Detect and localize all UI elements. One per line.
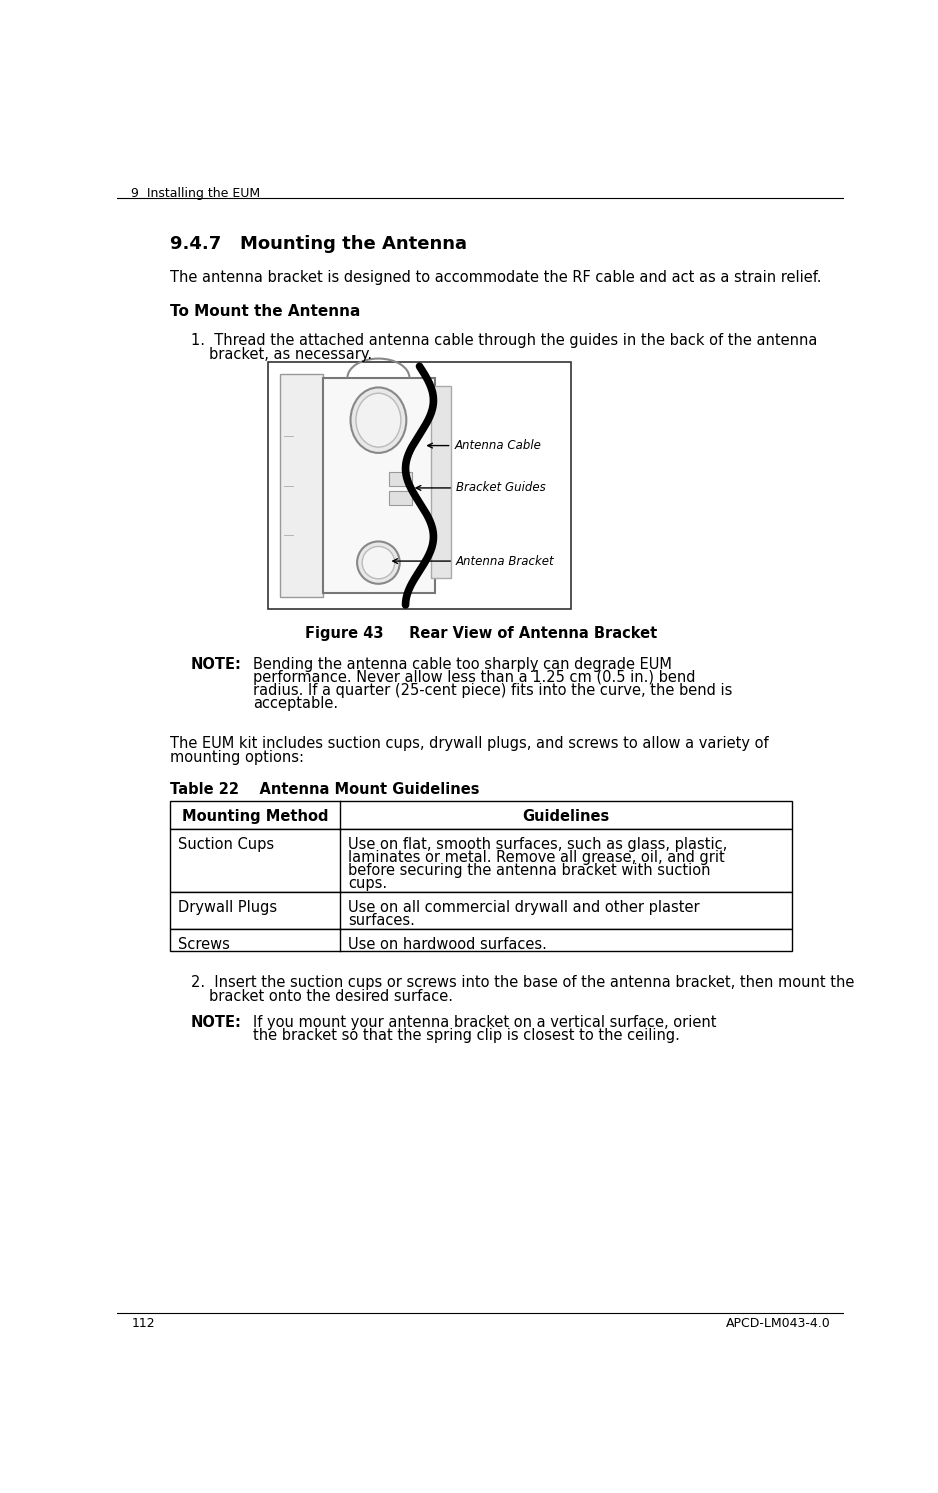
Text: 9  Installing the EUM: 9 Installing the EUM — [131, 187, 261, 200]
Text: Mounting Method: Mounting Method — [182, 809, 328, 824]
Text: Antenna Cable: Antenna Cable — [428, 439, 541, 452]
Text: 1.  Thread the attached antenna cable through the guides in the back of the ante: 1. Thread the attached antenna cable thr… — [190, 333, 817, 348]
Text: bracket, as necessary.: bracket, as necessary. — [208, 346, 371, 361]
Text: the bracket so that the spring clip is closest to the ceiling.: the bracket so that the spring clip is c… — [253, 1029, 680, 1044]
Text: The EUM kit includes suction cups, drywall plugs, and screws to allow a variety : The EUM kit includes suction cups, drywa… — [170, 736, 768, 751]
Bar — [170, 893, 792, 929]
Ellipse shape — [351, 388, 406, 452]
Text: APCD-LM043-4.0: APCD-LM043-4.0 — [725, 1317, 830, 1330]
Text: Suction Cups: Suction Cups — [177, 836, 274, 851]
Text: The antenna bracket is designed to accommodate the RF cable and act as a strain : The antenna bracket is designed to accom… — [170, 270, 822, 285]
Bar — [268, 363, 570, 609]
Text: Use on hardwood surfaces.: Use on hardwood surfaces. — [348, 936, 547, 953]
Text: Screws: Screws — [177, 936, 230, 953]
Text: cups.: cups. — [348, 876, 387, 891]
Text: Drywall Plugs: Drywall Plugs — [177, 900, 277, 915]
Text: acceptable.: acceptable. — [253, 696, 338, 711]
Text: To Mount the Antenna: To Mount the Antenna — [170, 305, 360, 320]
Text: 2.  Insert the suction cups or screws into the base of the antenna bracket, then: 2. Insert the suction cups or screws int… — [190, 975, 855, 990]
Bar — [170, 829, 792, 893]
Text: NOTE:: NOTE: — [190, 1015, 242, 1030]
Text: If you mount your antenna bracket on a vertical surface, orient: If you mount your antenna bracket on a v… — [253, 1015, 717, 1030]
Ellipse shape — [362, 546, 395, 579]
Text: Guidelines: Guidelines — [522, 809, 610, 824]
Text: 9.4.7   Mounting the Antenna: 9.4.7 Mounting the Antenna — [170, 234, 467, 252]
Text: Bracket Guides: Bracket Guides — [416, 481, 546, 494]
Text: radius. If a quarter (25-cent piece) fits into the curve, the bend is: radius. If a quarter (25-cent piece) fit… — [253, 682, 733, 697]
FancyBboxPatch shape — [280, 373, 323, 597]
Text: Use on all commercial drywall and other plaster: Use on all commercial drywall and other … — [348, 900, 700, 915]
Ellipse shape — [356, 393, 401, 446]
FancyBboxPatch shape — [388, 491, 412, 505]
Text: laminates or metal. Remove all grease, oil, and grit: laminates or metal. Remove all grease, o… — [348, 850, 725, 864]
Text: Antenna Bracket: Antenna Bracket — [393, 554, 554, 567]
Text: Table 22    Antenna Mount Guidelines: Table 22 Antenna Mount Guidelines — [170, 782, 479, 797]
Text: Use on flat, smooth surfaces, such as glass, plastic,: Use on flat, smooth surfaces, such as gl… — [348, 836, 728, 851]
Bar — [270, 364, 569, 608]
Text: Figure 43     Rear View of Antenna Bracket: Figure 43 Rear View of Antenna Bracket — [305, 626, 657, 640]
Text: Bending the antenna cable too sharply can degrade EUM: Bending the antenna cable too sharply ca… — [253, 657, 672, 672]
Text: NOTE:: NOTE: — [190, 657, 242, 672]
Text: surfaces.: surfaces. — [348, 914, 416, 929]
Text: bracket onto the desired surface.: bracket onto the desired surface. — [208, 990, 453, 1005]
FancyBboxPatch shape — [388, 472, 412, 485]
FancyBboxPatch shape — [323, 378, 435, 593]
FancyBboxPatch shape — [431, 385, 450, 578]
Text: before securing the antenna bracket with suction: before securing the antenna bracket with… — [348, 863, 711, 878]
Text: performance. Never allow less than a 1.25 cm (0.5 in.) bend: performance. Never allow less than a 1.2… — [253, 670, 695, 685]
Text: 112: 112 — [131, 1317, 155, 1330]
Bar — [170, 802, 792, 829]
Bar — [170, 929, 792, 951]
Ellipse shape — [357, 542, 400, 584]
Text: mounting options:: mounting options: — [170, 749, 304, 764]
